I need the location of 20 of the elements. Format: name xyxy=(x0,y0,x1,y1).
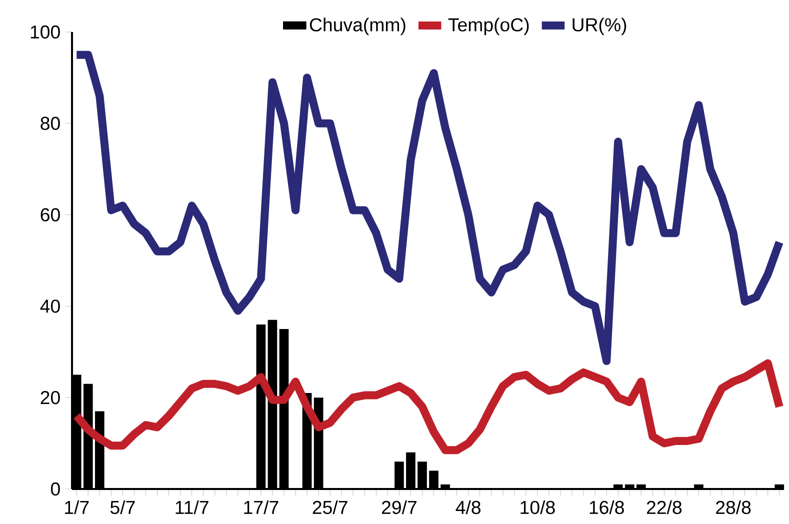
y-tick-label: 80 xyxy=(40,116,60,130)
y-tick-label: 0 xyxy=(50,482,60,496)
x-tick-label: 28/8 xyxy=(716,500,751,514)
y-tick-label: 40 xyxy=(40,300,60,313)
x-tick-label: 16/8 xyxy=(590,500,624,514)
y-tick-label: 20 xyxy=(40,390,60,404)
y-tick-label: 100 xyxy=(30,25,60,39)
x-tick-label: 4/8 xyxy=(456,500,480,514)
x-tick-label: 22/8 xyxy=(646,500,682,514)
x-tick-label: 25/7 xyxy=(312,500,348,514)
x-tick-label: 17/7 xyxy=(244,500,278,514)
y-tick-label: 60 xyxy=(40,208,60,222)
x-tick-label: 10/8 xyxy=(520,500,555,514)
legend-label: Temp(oC) xyxy=(448,18,529,36)
legend-label: UR(%) xyxy=(572,18,626,36)
x-tick-label: 11/7 xyxy=(176,500,208,514)
x-tick-label: 1/7 xyxy=(65,500,89,514)
x-tick-label: 5/7 xyxy=(110,500,135,514)
legend-label: Chuva(mm) xyxy=(310,18,406,36)
x-tick-label: 29/7 xyxy=(382,500,416,514)
